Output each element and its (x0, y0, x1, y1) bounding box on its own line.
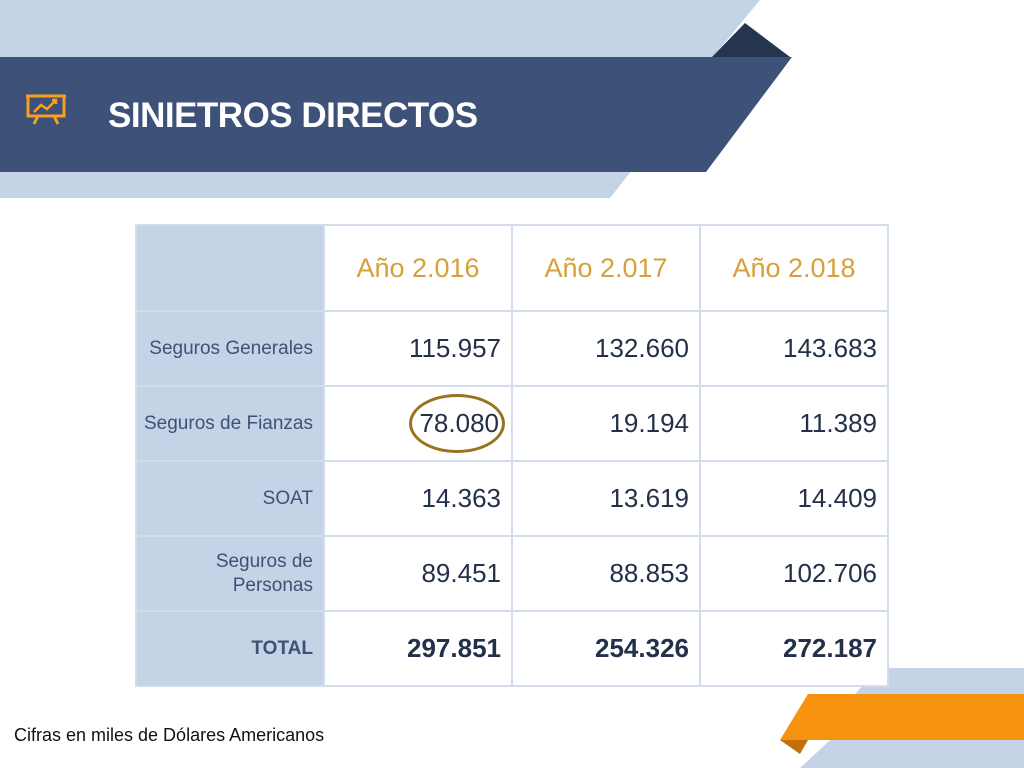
row-label: SOAT (135, 460, 325, 537)
table-row: Seguros Generales 115.957 132.660 143.68… (135, 310, 889, 387)
title-banner (0, 57, 792, 172)
row-label: Seguros Generales (135, 310, 325, 387)
table-cell: 88.853 (511, 535, 701, 612)
top-light-band (0, 0, 760, 58)
orange-accent-band (780, 694, 1024, 740)
table-cell: 89.451 (323, 535, 513, 612)
table-row: Seguros de Fianzas 78.080 19.194 11.389 (135, 385, 889, 462)
table-cell-highlighted: 78.080 (323, 385, 513, 462)
footnote: Cifras en miles de Dólares Americanos (14, 725, 325, 745)
presentation-chart-icon (26, 94, 66, 125)
table-row: SOAT 14.363 13.619 14.409 (135, 460, 889, 537)
table-cell: 13.619 (511, 460, 701, 537)
row-label: TOTAL (135, 610, 325, 687)
table-cell: 143.683 (699, 310, 889, 387)
total-cell: 254.326 (511, 610, 701, 687)
total-row: TOTAL 297.851 254.326 272.187 (135, 610, 889, 687)
table-cell: 102.706 (699, 535, 889, 612)
table-cell: 132.660 (511, 310, 701, 387)
total-cell: 272.187 (699, 610, 889, 687)
table-cell: 115.957 (323, 310, 513, 387)
lower-light-band (0, 170, 632, 198)
highlight-circle (409, 394, 505, 453)
page-title: SINIETROS DIRECTOS (108, 96, 478, 135)
claims-table: Año 2.016 Año 2.017 Año 2.018 Seguros Ge… (135, 224, 889, 687)
header-row: Año 2.016 Año 2.017 Año 2.018 (135, 224, 889, 312)
table-cell: 19.194 (511, 385, 701, 462)
column-header: Año 2.016 (323, 224, 513, 312)
highlight-wrapper: 78.080 (409, 394, 505, 453)
orange-accent-shadow (780, 740, 808, 754)
dark-accent-triangle (712, 23, 790, 57)
table-cell: 14.363 (323, 460, 513, 537)
table-cell: 14.409 (699, 460, 889, 537)
column-header: Año 2.017 (511, 224, 701, 312)
corner-cell (135, 224, 325, 312)
table-row: Seguros de Personas 89.451 88.853 102.70… (135, 535, 889, 612)
total-cell: 297.851 (323, 610, 513, 687)
row-label: Seguros de Personas (135, 535, 325, 612)
column-header: Año 2.018 (699, 224, 889, 312)
row-label: Seguros de Fianzas (135, 385, 325, 462)
table-cell: 11.389 (699, 385, 889, 462)
